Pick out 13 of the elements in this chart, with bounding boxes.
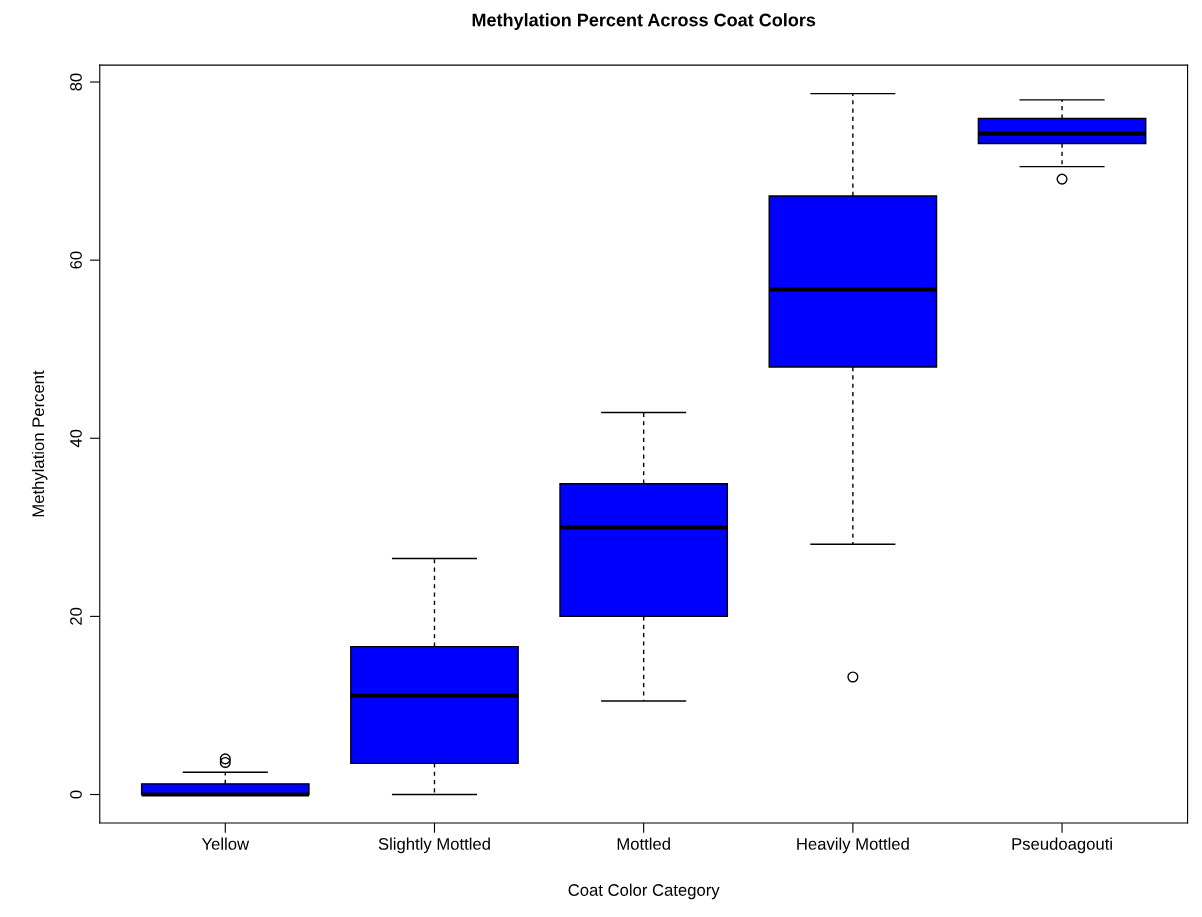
y-tick-label: 20 (70, 607, 82, 625)
x-tick-label: Heavily Mottled (797, 837, 909, 854)
x-tick-label: Pseudoagouti (1012, 837, 1112, 854)
y-tick-label: 80 (70, 73, 82, 91)
chart-title: Methylation Percent Across Coat Colors (472, 13, 816, 30)
y-tick-label: 60 (70, 251, 82, 269)
x-tick-label: Mottled (617, 837, 670, 850)
y-tick-label: 0 (70, 790, 82, 799)
x-tick-label: Slightly Mottled (378, 837, 490, 854)
x-tick-label: Yellow (201, 837, 250, 850)
y-axis-title: Methylation Percent (31, 370, 48, 517)
y-tick-label: 40 (70, 429, 82, 448)
x-axis-title: Coat Color Category (568, 883, 720, 900)
